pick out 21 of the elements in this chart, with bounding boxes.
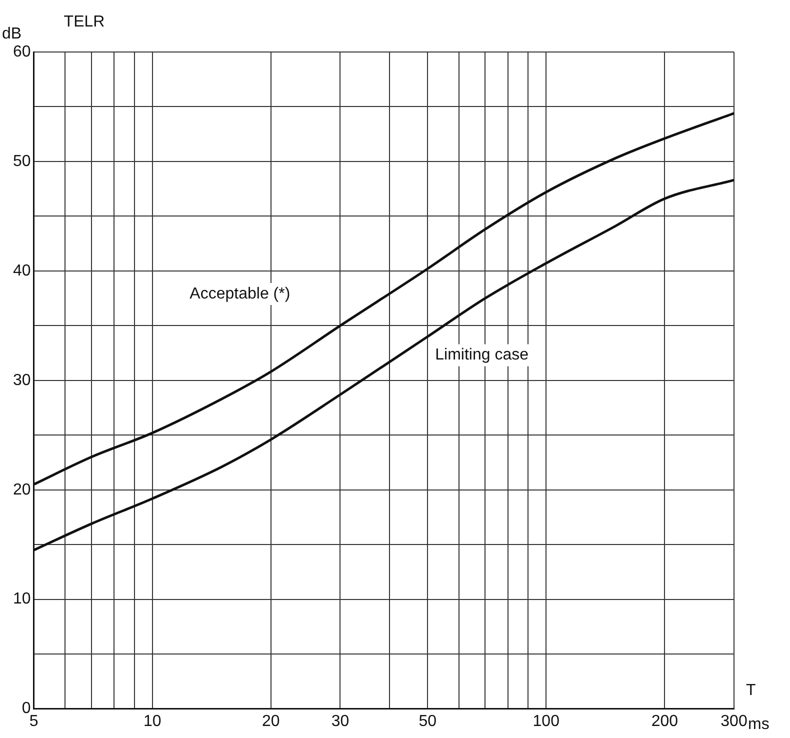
x-tick-label: 30 — [331, 712, 350, 730]
series-label: Limiting case — [435, 346, 529, 364]
x-tick-label: 50 — [418, 712, 437, 730]
y-tick-label: 40 — [13, 262, 31, 280]
y-tick-label: 20 — [13, 481, 31, 498]
y-tick-label: 60 — [13, 43, 31, 60]
y-tick-label: 50 — [13, 152, 31, 170]
chart-title: TELR — [64, 13, 105, 30]
y-tick-label: 10 — [13, 590, 31, 608]
x-tick-label: 10 — [143, 712, 162, 730]
text: ms — [748, 716, 770, 734]
y-tick-label: 30 — [13, 372, 31, 389]
text: Acceptable (*) — [190, 285, 290, 302]
x-tick-label: 100 — [532, 712, 560, 730]
x-tick-label: 5 — [29, 712, 38, 730]
x-tick-label: 300 — [720, 712, 748, 730]
x-axis-title: T — [746, 682, 756, 700]
x-tick-label: 200 — [651, 712, 678, 730]
x-tick-label: 20 — [262, 712, 280, 730]
y-axis-title: dB — [2, 25, 22, 42]
y-tick-label: 0 — [22, 700, 31, 718]
